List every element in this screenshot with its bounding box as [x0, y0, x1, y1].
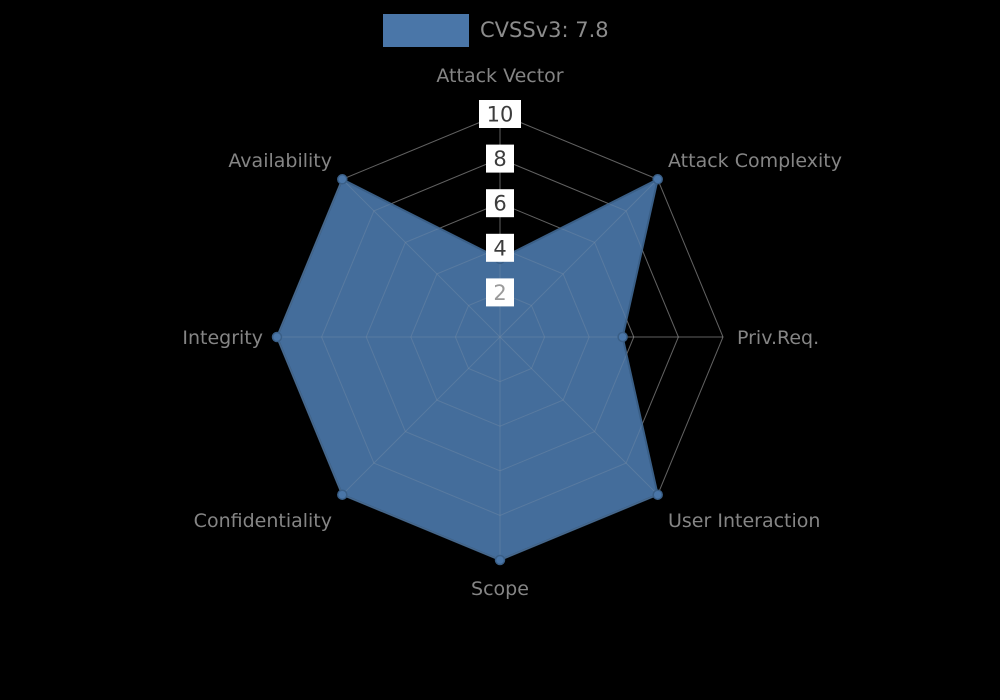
legend: CVSSv3: 7.8: [383, 14, 609, 47]
legend-swatch: [383, 14, 469, 47]
tick-box: [486, 278, 514, 307]
axis-label-attack-vector: Attack Vector: [436, 65, 563, 87]
axis-label-user-interaction: User Interaction: [668, 510, 820, 532]
tick-label: 8: [493, 147, 506, 171]
axis-label-priv-req: Priv.Req.: [737, 327, 819, 349]
vertex-dot: [494, 554, 506, 566]
tick-box: [486, 144, 514, 173]
tick-box: [486, 233, 514, 262]
grid-ring-overlay: [454, 291, 546, 383]
axis-label-integrity: Integrity: [182, 327, 263, 349]
grid-ring-overlay: [321, 158, 679, 516]
grid-spoke-overlay: [499, 178, 659, 338]
tick-label: 4: [493, 236, 506, 260]
grid-ring-overlay: [410, 247, 590, 427]
legend-label: CVSSv3: 7.8: [480, 18, 609, 42]
axis-label-attack-complexity: Attack Complexity: [668, 150, 842, 172]
tick-label: 2: [493, 281, 506, 305]
axis-label-availability: Availability: [228, 150, 332, 172]
tick-label: 6: [493, 192, 506, 216]
vertex-dot: [271, 331, 283, 343]
vertex-dot: [337, 174, 348, 185]
vertex-dot: [337, 489, 348, 500]
vertex-dot: [652, 174, 663, 185]
vertex-dot: [617, 331, 628, 343]
axis-label-scope: Scope: [471, 578, 529, 600]
tick-box: [479, 100, 521, 128]
tick-label: 10: [487, 103, 514, 127]
grid-spoke-overlay: [341, 336, 501, 496]
grid-spoke-overlay: [341, 178, 501, 338]
vertex-dot: [652, 489, 663, 500]
grid-spoke-overlay: [499, 336, 659, 496]
tick-box: [486, 189, 514, 218]
grid-ring-overlay: [365, 202, 635, 472]
axis-label-confidentiality: Confidentiality: [194, 510, 332, 532]
